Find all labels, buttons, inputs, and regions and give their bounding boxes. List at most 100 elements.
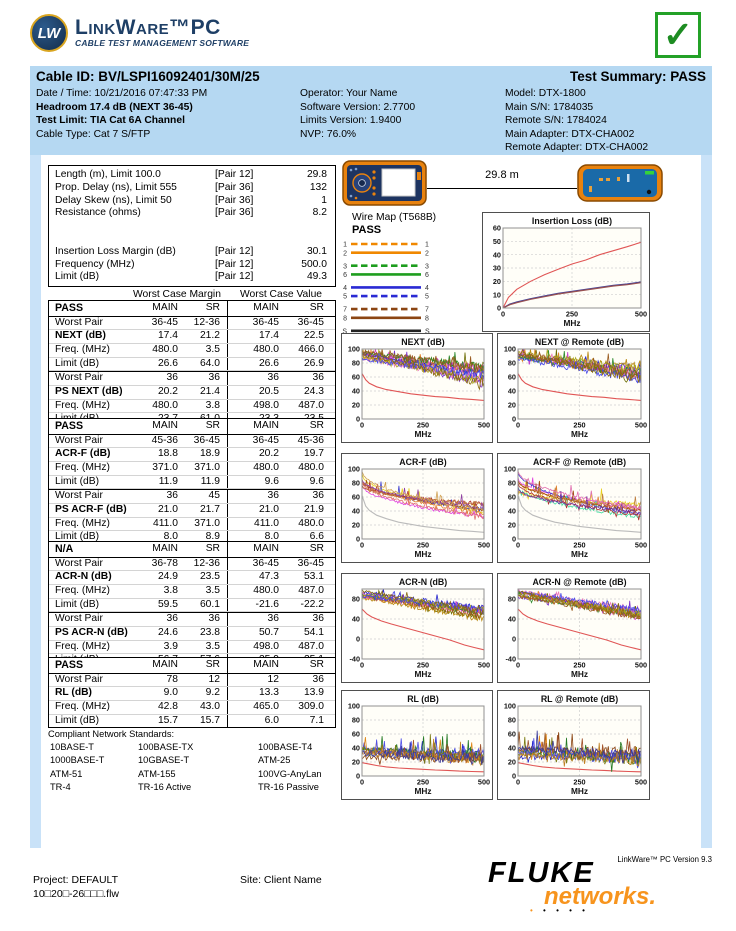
checkmark-icon: ✓ — [662, 14, 694, 55]
table-row: ACR-F (dB) 18.8 18.9 20.2 19.7 — [49, 448, 335, 462]
band-left-column: Date / Time: 10/21/2016 07:47:33 PM Headr… — [36, 87, 207, 141]
table-row: Worst Pair 36-45 12-36 36-45 36-45 — [49, 316, 335, 331]
worst-case-margin-header: Worst Case Margin — [133, 289, 221, 300]
row-label: Worst Pair — [55, 673, 103, 685]
cell-value: 20.5 — [227, 385, 286, 399]
result-table: N/A MAIN SR MAIN SR Worst Pair 36-78 12-36 36-45… — [48, 541, 336, 668]
cell-value: 42.8 — [157, 700, 178, 712]
link-length-label: 29.8 m — [485, 169, 519, 181]
cell-value: 22.5 — [303, 330, 324, 342]
table-row: Worst Pair 36-78 12-36 36-45 36-45 — [49, 557, 335, 572]
column-header: SR — [309, 543, 324, 554]
chart-svg: 0 10 20 30 40 50 60 0 250 500 Insertion Loss (dB) M… — [493, 216, 647, 328]
svg-text:MHz: MHz — [414, 429, 431, 439]
cell-value: 12 — [208, 673, 220, 685]
table-row: Worst Pair 45-36 36-45 36-45 45-36 — [49, 434, 335, 449]
table-row: Limit (dB) 26.6 64.0 26.6 26.9 — [49, 357, 335, 372]
compliant-standards: Compliant Network Standards: 10BASE-T 100… — [48, 728, 340, 792]
result-table-header: PASS MAIN SR MAIN SR — [49, 658, 335, 674]
svg-text:250: 250 — [573, 661, 585, 670]
logo-title: LinkWare™PC — [75, 16, 221, 39]
cell-value: 21.2 — [199, 330, 220, 342]
svg-text:40: 40 — [508, 615, 516, 624]
svg-text:80: 80 — [508, 716, 516, 725]
table-row: Freq. (MHz) 3.8 3.5 480.0 487.0 — [49, 584, 335, 599]
chart-next: 0 20 40 60 80 100 0 250 500 NEXT (dB) MHz — [341, 333, 493, 443]
fluke-logo-bottom: networks. — [544, 883, 657, 910]
result-table: PASS MAIN SR MAIN SR Worst Pair 36-45 12-36 36-4… — [48, 300, 336, 427]
svg-text:100: 100 — [348, 345, 360, 354]
measurement-label: Frequency (MHz) — [55, 258, 135, 270]
cell-value: 487.0 — [298, 584, 324, 596]
svg-text:250: 250 — [566, 310, 578, 319]
svg-text:500: 500 — [635, 661, 647, 670]
cell-value: 309.0 — [298, 700, 324, 712]
svg-text:40: 40 — [352, 615, 360, 624]
cell-value: 480.0 — [227, 461, 286, 475]
table-row: Worst Pair 78 12 12 36 — [49, 673, 335, 688]
svg-text:500: 500 — [478, 661, 490, 670]
measurement-value: 30.1 — [306, 245, 327, 257]
svg-text:20: 20 — [508, 758, 516, 767]
status-badge: PASS — [55, 420, 84, 432]
standard-item: 100VG-AnyLan — [258, 768, 322, 779]
column-header: SR — [205, 659, 220, 670]
worst-case-value-header: Worst Case Value — [240, 289, 323, 300]
column-header: SR — [309, 302, 324, 313]
svg-text:0: 0 — [512, 635, 516, 644]
linkware-logo: LW LinkWare™PC CABLE TEST MANAGEMENT SOF… — [30, 14, 249, 52]
row-label: PS ACR-N (dB) — [55, 626, 128, 638]
row-label: Limit (dB) — [55, 357, 100, 369]
row-label: Freq. (MHz) — [55, 343, 110, 355]
cell-value: 47.3 — [227, 571, 286, 584]
lw-badge-icon: LW — [30, 14, 68, 52]
wiremap-svg: 1 12 23 36 64 45 57 78 8S S — [342, 242, 430, 336]
svg-text:0: 0 — [512, 772, 516, 781]
svg-text:40: 40 — [508, 744, 516, 753]
info-line: Test Limit: TIA Cat 6A Channel — [36, 115, 185, 126]
svg-text:20: 20 — [352, 521, 360, 530]
cell-value: 7.1 — [309, 714, 324, 726]
info-line: Software Version: 2.7700 — [300, 101, 416, 113]
cell-value: 371.0 — [152, 461, 178, 473]
svg-text:80: 80 — [508, 359, 516, 368]
measurement-pair — [215, 220, 271, 233]
svg-text:6: 6 — [425, 272, 429, 279]
measurement-row: Resistance (ohms) [Pair 36] 8.2 — [55, 207, 329, 220]
cell-value: 480.0 — [152, 343, 178, 355]
cell-value: 3.9 — [163, 640, 178, 652]
info-line: Limits Version: 1.9400 — [300, 115, 402, 126]
svg-text:0: 0 — [360, 778, 364, 787]
row-label: Freq. (MHz) — [55, 700, 110, 712]
cell-value: 480.0 — [227, 584, 286, 598]
svg-text:250: 250 — [573, 541, 585, 550]
svg-text:20: 20 — [352, 401, 360, 410]
cable-id: Cable ID: BV/LSPI16092401/30M/25 — [36, 69, 260, 84]
svg-text:250: 250 — [417, 541, 429, 550]
cell-value: 15.7 — [199, 714, 220, 726]
standard-item: TR-4 — [50, 782, 71, 793]
cell-value: 21.0 — [227, 503, 286, 517]
row-label: Limit (dB) — [55, 531, 100, 543]
cell-value: 13.9 — [303, 687, 324, 699]
svg-text:20: 20 — [493, 277, 501, 286]
svg-text:0: 0 — [516, 778, 520, 787]
standard-item: 1000BASE-T — [50, 755, 105, 766]
cell-value: 498.0 — [227, 399, 286, 413]
cell-value: 9.6 — [227, 475, 286, 489]
standard-item: 10GBASE-T — [138, 755, 190, 766]
cell-value: 36-45 — [151, 316, 178, 328]
cell-value: 36-78 — [151, 557, 178, 569]
svg-text:2: 2 — [425, 250, 429, 257]
measurement-label: Prop. Delay (ns), Limit 555 — [55, 181, 177, 193]
svg-text:NEXT (dB): NEXT (dB) — [401, 337, 445, 347]
row-label: PS NEXT (dB) — [55, 385, 123, 397]
svg-text:MHz: MHz — [571, 429, 588, 439]
svg-text:80: 80 — [352, 716, 360, 725]
svg-text:RL @ Remote (dB): RL @ Remote (dB) — [541, 694, 618, 704]
svg-text:40: 40 — [493, 250, 501, 259]
measurement-row: Length (m), Limit 100.0 [Pair 12] 29.8 — [55, 169, 329, 182]
footer-filename: 10□20□-26□□□.flw — [33, 888, 119, 900]
row-label: Limit (dB) — [55, 475, 100, 487]
